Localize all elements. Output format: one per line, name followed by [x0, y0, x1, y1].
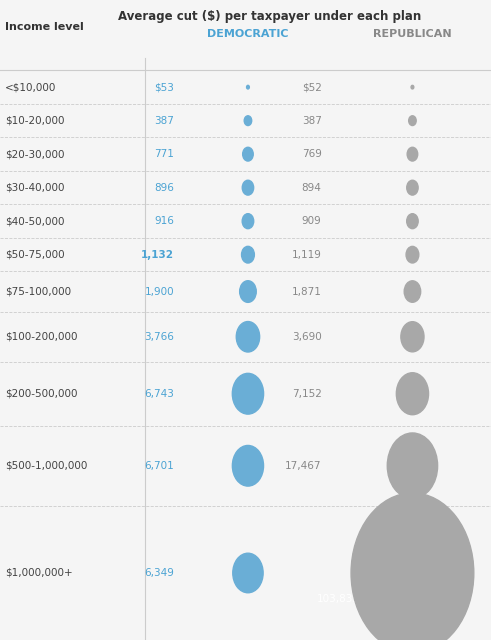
Text: REPUBLICAN: REPUBLICAN	[373, 29, 452, 39]
Text: $10-20,000: $10-20,000	[5, 116, 64, 125]
Circle shape	[232, 373, 264, 414]
Text: 1,132: 1,132	[141, 250, 174, 260]
Circle shape	[387, 433, 437, 499]
Circle shape	[243, 147, 253, 161]
Text: $200-500,000: $200-500,000	[5, 388, 78, 399]
Text: 916: 916	[155, 216, 174, 226]
Text: 769: 769	[302, 149, 322, 159]
Text: 1,119: 1,119	[292, 250, 322, 260]
Text: 387: 387	[302, 116, 322, 125]
Text: $75-100,000: $75-100,000	[5, 287, 71, 296]
Text: $40-50,000: $40-50,000	[5, 216, 64, 226]
Text: 7,152: 7,152	[292, 388, 322, 399]
Circle shape	[404, 281, 421, 302]
Text: 909: 909	[302, 216, 322, 226]
Text: $1,000,000+: $1,000,000+	[5, 568, 73, 578]
Circle shape	[401, 322, 424, 352]
Text: 6,701: 6,701	[144, 461, 174, 471]
Text: 6,743: 6,743	[144, 388, 174, 399]
Circle shape	[351, 493, 474, 640]
Circle shape	[244, 116, 252, 125]
Circle shape	[242, 180, 254, 195]
Text: $52: $52	[302, 82, 322, 92]
Circle shape	[242, 214, 254, 228]
Text: $53: $53	[155, 82, 174, 92]
Circle shape	[396, 372, 429, 415]
Text: 1,900: 1,900	[145, 287, 174, 296]
Text: $20-30,000: $20-30,000	[5, 149, 64, 159]
Circle shape	[246, 85, 249, 89]
Text: 3,766: 3,766	[144, 332, 174, 342]
Text: 894: 894	[302, 182, 322, 193]
Text: 6,349: 6,349	[144, 568, 174, 578]
Text: 103,835: 103,835	[317, 593, 360, 604]
Text: Income level: Income level	[5, 22, 83, 33]
Text: 3,690: 3,690	[292, 332, 322, 342]
Circle shape	[407, 214, 418, 228]
Circle shape	[407, 180, 418, 195]
Text: $50-75,000: $50-75,000	[5, 250, 64, 260]
Circle shape	[407, 147, 418, 161]
Circle shape	[242, 246, 254, 263]
Text: 17,467: 17,467	[285, 461, 322, 471]
Text: 771: 771	[155, 149, 174, 159]
Circle shape	[232, 445, 264, 486]
Text: $100-200,000: $100-200,000	[5, 332, 78, 342]
Circle shape	[409, 116, 416, 125]
Text: 1,871: 1,871	[292, 287, 322, 296]
Circle shape	[236, 321, 260, 352]
Circle shape	[411, 85, 414, 89]
Circle shape	[406, 246, 419, 263]
Text: DEMOCRATIC: DEMOCRATIC	[207, 29, 289, 39]
Text: $30-40,000: $30-40,000	[5, 182, 64, 193]
Text: <$10,000: <$10,000	[5, 82, 56, 92]
Circle shape	[240, 281, 256, 302]
Circle shape	[233, 553, 263, 593]
Text: 387: 387	[155, 116, 174, 125]
Text: Average cut ($) per taxpayer under each plan: Average cut ($) per taxpayer under each …	[118, 10, 422, 22]
Text: 896: 896	[155, 182, 174, 193]
Text: $500-1,000,000: $500-1,000,000	[5, 461, 87, 471]
